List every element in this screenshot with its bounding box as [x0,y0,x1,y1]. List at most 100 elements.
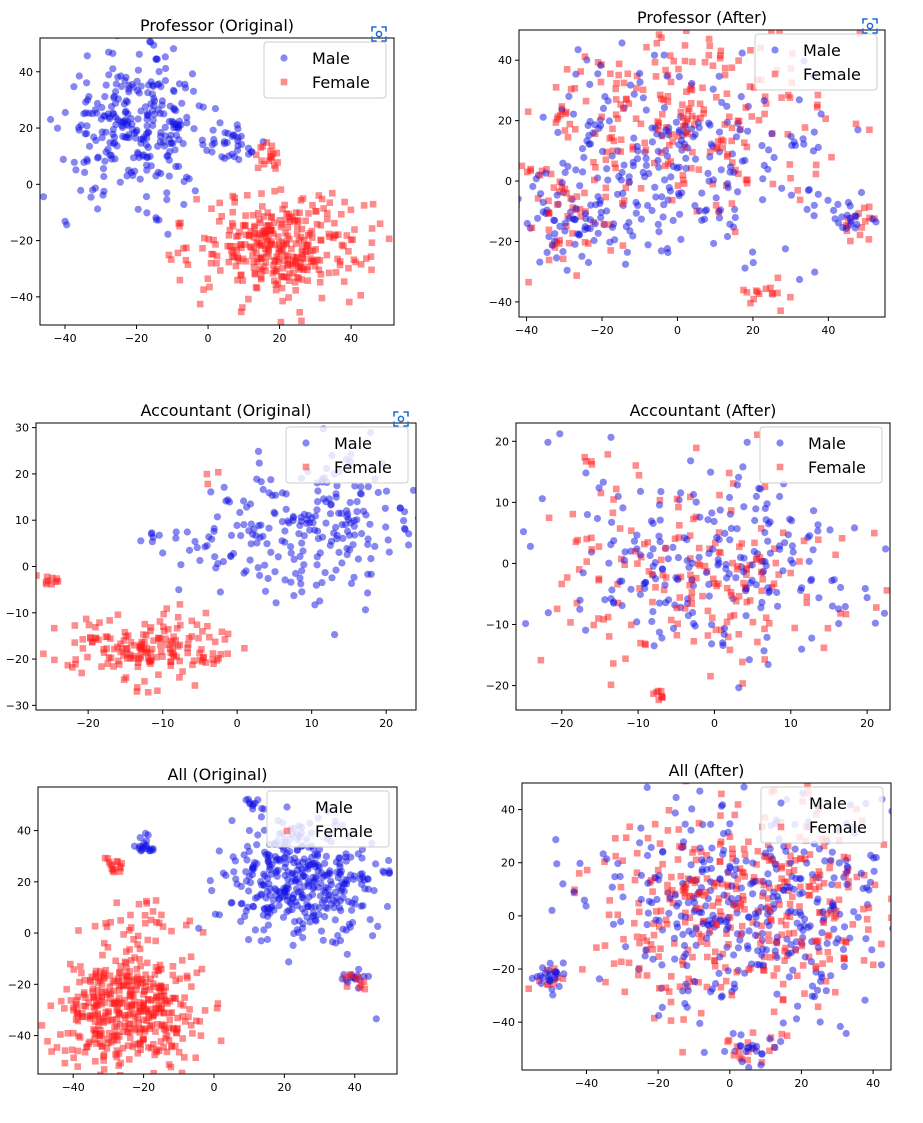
female-point [608,682,615,689]
male-point [597,214,604,221]
female-point [351,226,358,233]
male-point [637,591,644,598]
female-point [305,232,312,239]
male-point [149,538,156,545]
male-point [315,884,322,891]
female-point [199,245,206,252]
male-point [170,87,177,94]
male-point [727,163,734,170]
male-point [522,620,529,627]
male-point [559,179,566,186]
male-point [828,881,835,888]
female-point [61,1005,68,1012]
female-point [710,576,717,583]
screenshot-capture-icon[interactable] [394,412,408,426]
male-point [687,457,694,464]
male-point [183,119,190,126]
x-tick-label: 0 [674,324,681,337]
female-point [259,203,266,210]
female-point [244,192,251,199]
female-point [573,272,580,279]
male-point [214,513,221,520]
female-point [652,59,659,66]
female-point [726,1037,733,1044]
chart-title: Accountant (Original) [141,401,312,420]
male-point [703,206,710,213]
female-point [781,957,788,964]
male-point [256,572,263,579]
female-point [766,938,773,945]
male-point [272,492,279,499]
male-point [278,537,285,544]
male-point [162,124,169,131]
female-point [228,247,235,254]
female-point [750,619,757,626]
x-tick-label: 20 [860,717,874,730]
female-point [736,593,743,600]
female-point [208,260,215,267]
female-point [613,486,620,493]
female-point [723,978,730,985]
male-point [164,231,171,238]
female-point [560,256,567,263]
male-point [661,52,668,59]
male-point [540,114,547,121]
female-point [668,79,675,86]
female-point [791,625,798,632]
male-point [638,872,645,879]
female-point [605,451,612,458]
male-point [565,93,572,100]
female-point [626,823,633,830]
male-point [147,847,154,854]
x-tick-label: 0 [726,1077,733,1090]
female-point [83,616,90,623]
male-point [843,881,850,888]
male-point [145,144,152,151]
male-point [762,505,769,512]
male-point [298,540,305,547]
female-point [137,1026,144,1033]
male-point [609,884,616,891]
male-point [715,970,722,977]
male-point [735,944,742,951]
female-point [104,1018,111,1025]
male-point [549,991,556,998]
male-point [111,134,118,141]
female-point [538,657,545,664]
female-point [584,867,591,874]
female-point [717,55,724,62]
male-point [290,592,297,599]
female-point [175,250,182,257]
screenshot-capture-icon[interactable] [372,27,386,41]
screenshot-capture-icon[interactable] [863,19,877,33]
male-point [348,580,355,587]
female-point [75,1048,82,1055]
female-point [668,1017,675,1024]
male-point [766,1035,773,1042]
female-point [675,66,682,73]
female-point [717,858,724,865]
male-point [62,109,69,116]
female-point [693,445,700,452]
female-point [873,604,880,611]
male-point [764,870,771,877]
female-point [741,846,748,853]
male-point [720,830,727,837]
male-point [336,854,343,861]
female-point [606,912,613,919]
male-point [117,179,124,186]
male-point [660,201,667,208]
female-point [776,27,783,34]
female-point [732,812,739,819]
female-point [270,231,277,238]
male-point [693,925,700,932]
male-point [746,927,753,934]
female-point [636,909,643,916]
female-point [659,861,666,868]
male-point [211,553,218,560]
male-point [900,989,907,996]
male-point [715,559,722,566]
male-point [608,586,615,593]
male-point [592,201,599,208]
female-point [184,650,191,657]
